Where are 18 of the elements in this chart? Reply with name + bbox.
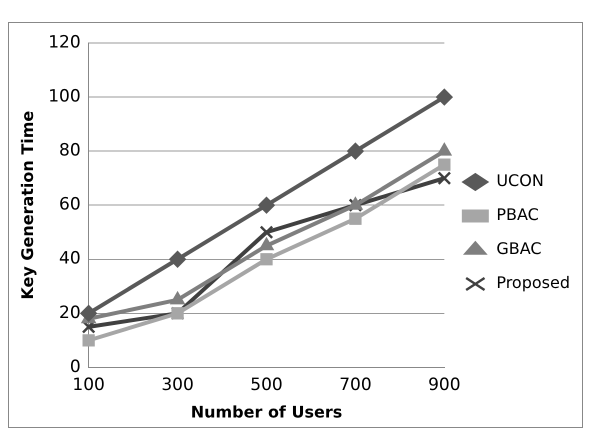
y-tick-label: 120 xyxy=(48,32,81,52)
y-tick-label: 40 xyxy=(59,248,81,269)
y-tick-label: 100 xyxy=(48,86,81,106)
x-tick-label: 500 xyxy=(250,375,283,396)
y-tick-label: 80 xyxy=(59,140,81,161)
legend-label: PBAC xyxy=(496,205,539,224)
x-tick-label: 900 xyxy=(428,375,461,396)
x-axis-title: Number of Users xyxy=(190,402,342,422)
legend-label: Proposed xyxy=(496,273,570,292)
legend-label: GBAC xyxy=(496,239,542,258)
y-axis-title: Key Generation Time xyxy=(18,110,37,300)
y-tick-label: 0 xyxy=(70,356,81,377)
x-tick-label: 300 xyxy=(161,375,194,396)
legend-label: UCON xyxy=(496,171,544,190)
y-tick-label: 20 xyxy=(59,302,81,323)
y-tick-label: 60 xyxy=(59,194,81,215)
x-tick-label: 100 xyxy=(72,375,105,396)
x-tick-label: 700 xyxy=(339,375,372,396)
